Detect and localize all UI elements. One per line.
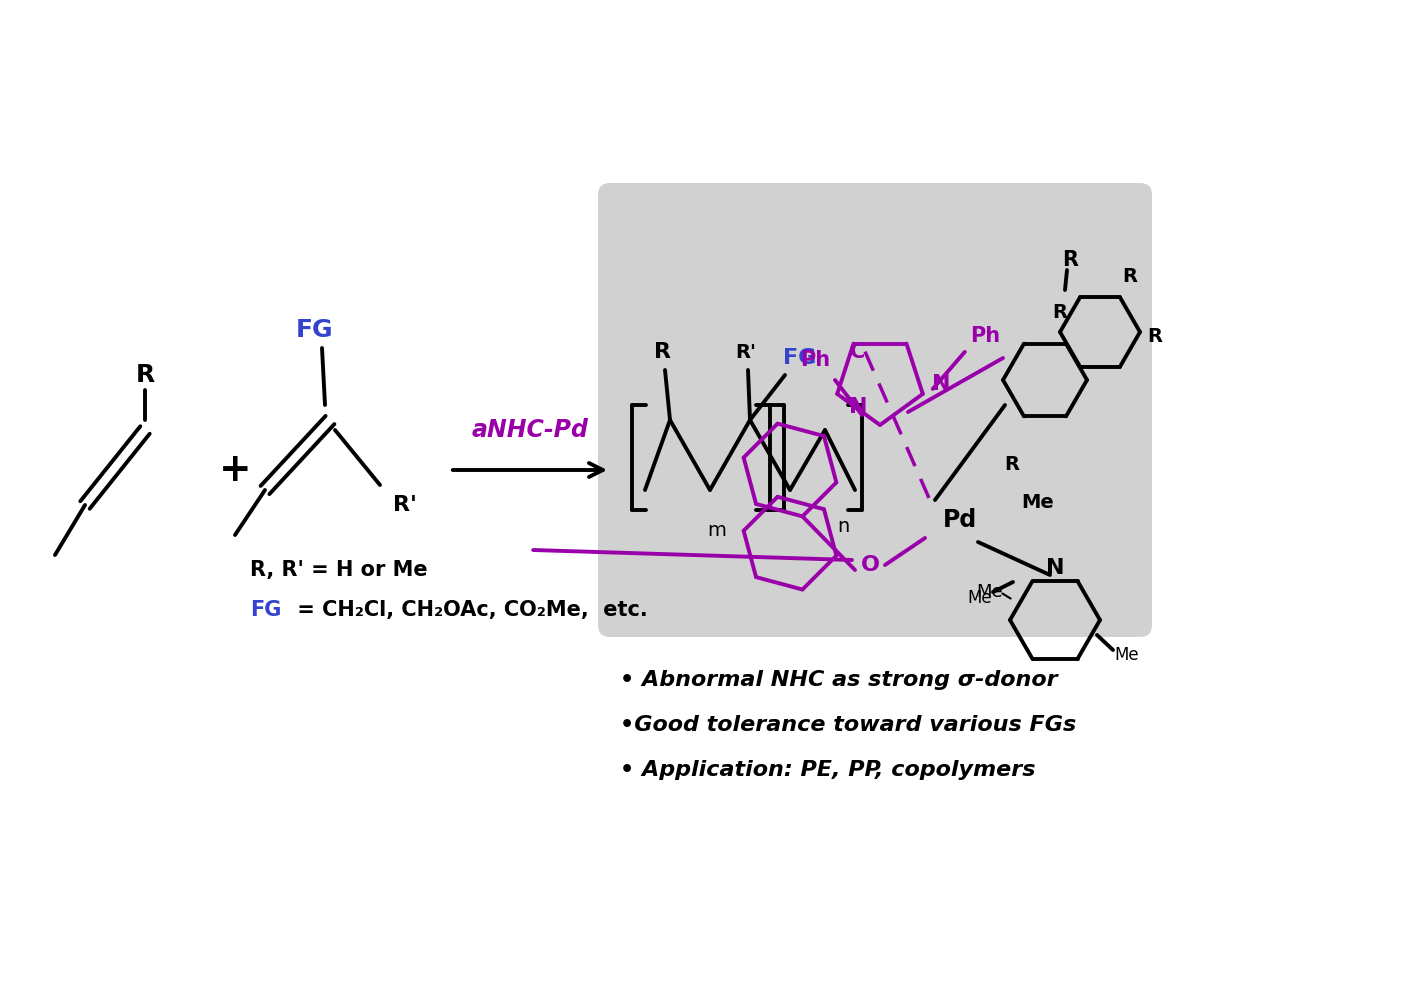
- FancyBboxPatch shape: [598, 183, 1152, 637]
- Text: Me: Me: [976, 583, 1003, 601]
- Text: FG: FG: [250, 600, 282, 620]
- Text: • Abnormal NHC as strong σ-donor: • Abnormal NHC as strong σ-donor: [620, 670, 1058, 690]
- Text: +: +: [219, 451, 251, 489]
- Text: R': R': [735, 342, 756, 361]
- Text: R': R': [393, 495, 417, 515]
- Text: R: R: [135, 363, 154, 387]
- Text: R: R: [1122, 268, 1138, 287]
- Text: FG: FG: [783, 348, 817, 368]
- Text: N: N: [932, 374, 950, 394]
- Text: Me: Me: [968, 589, 992, 607]
- Text: Me: Me: [1115, 646, 1139, 664]
- Text: = CH₂Cl, CH₂OAc, CO₂Me,  etc.: = CH₂Cl, CH₂OAc, CO₂Me, etc.: [290, 600, 648, 620]
- Text: aNHC-Pd: aNHC-Pd: [471, 418, 588, 442]
- Text: R: R: [1148, 327, 1163, 346]
- Text: •Good tolerance toward various FGs: •Good tolerance toward various FGs: [620, 715, 1076, 735]
- Text: R: R: [1062, 250, 1078, 270]
- Text: R: R: [655, 342, 672, 362]
- Text: FG: FG: [296, 318, 334, 342]
- Text: C: C: [850, 341, 866, 362]
- Text: Ph: Ph: [969, 326, 1000, 346]
- Text: Pd: Pd: [943, 508, 976, 532]
- Text: R, R' = H or Me: R, R' = H or Me: [250, 560, 428, 580]
- Text: m: m: [707, 521, 727, 540]
- Text: R: R: [1005, 455, 1020, 474]
- Text: Ph: Ph: [800, 350, 831, 370]
- Text: • Application: PE, PP, copolymers: • Application: PE, PP, copolymers: [620, 760, 1035, 780]
- Text: N: N: [1045, 558, 1065, 578]
- Text: N: N: [849, 397, 867, 417]
- Text: Me: Me: [1021, 492, 1055, 512]
- Text: R: R: [1052, 303, 1068, 321]
- Text: O: O: [860, 555, 880, 575]
- Text: n: n: [836, 518, 849, 537]
